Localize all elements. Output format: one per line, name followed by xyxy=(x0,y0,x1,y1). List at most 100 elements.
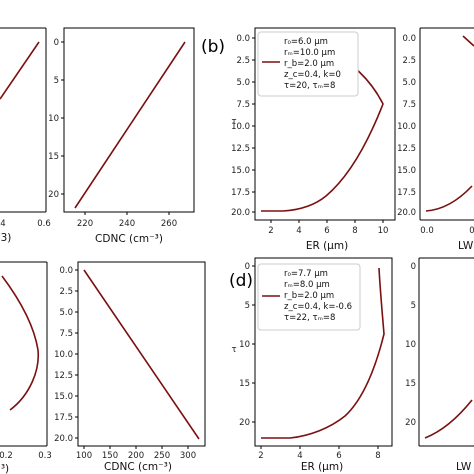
panel-a-cdnc: 0 5 10 15 20 220 240 260 CDNC (cm⁻³) xyxy=(48,27,195,245)
x-axis-label: ER (μm) xyxy=(306,240,348,252)
x-axis-label: ER (μm) xyxy=(301,461,343,473)
plot-frame xyxy=(63,27,195,213)
panel-b-lwc-partial: 0.0 2.5 5.0 7.5 10.0 12.5 15.0 17.5 20.0… xyxy=(397,27,474,252)
legend-entry: r₀=7.7 μm xyxy=(284,269,328,279)
x-axis-label-fragment: LW xyxy=(458,240,474,252)
series-line xyxy=(1,275,40,411)
y-tick-label: 0 xyxy=(54,38,59,48)
x-tick-label: 6 xyxy=(324,226,329,236)
legend-box xyxy=(257,31,359,97)
y-tick-label: 5 xyxy=(54,76,59,86)
x-tick-label: 10 xyxy=(378,226,389,236)
legend-entry: r_b=2.0 μm xyxy=(284,291,334,301)
y-tick-label: 7.5 xyxy=(59,329,73,339)
y-tick-label: 0 xyxy=(411,262,416,272)
series-line xyxy=(0,41,40,100)
y-tick-label: 20.0 xyxy=(231,208,250,218)
x-axis-label-fragment: 3) xyxy=(1,232,12,244)
x-tick-label: 8 xyxy=(352,226,357,236)
y-tick-label: 10.0 xyxy=(54,350,73,360)
y-axis-label: τ xyxy=(231,345,236,355)
y-tick-label: 17.5 xyxy=(231,188,250,198)
x-axis-label: CDNC (cm⁻³) xyxy=(95,233,163,245)
y-tick-label: 15.0 xyxy=(397,166,416,176)
panel-d-lwc-partial: 0 5 10 15 20 LW xyxy=(405,257,474,473)
x-tick-label: 4 xyxy=(0,219,5,229)
panel-label-d: (d) xyxy=(229,271,253,291)
x-tick-label: 220 xyxy=(77,219,93,229)
y-tick-label: 12.5 xyxy=(231,144,250,154)
x-tick-label: 0.6 xyxy=(37,219,51,229)
y-tick-label: 0.0 xyxy=(236,34,250,44)
legend: r₀=6.0 μm rₘ=10.0 μm r_b=2.0 μm z_c=0.4,… xyxy=(257,31,359,97)
legend-entry: r_b=2.0 μm xyxy=(284,59,334,69)
legend-entry: rₘ=8.0 μm xyxy=(284,280,330,290)
y-tick-label: 10 xyxy=(239,340,250,350)
x-tick-label: 2 xyxy=(258,451,263,461)
x-tick-label: 8 xyxy=(375,451,380,461)
y-tick-label: 5 xyxy=(245,301,250,311)
y-tick-label: 2.5 xyxy=(402,56,416,66)
x-axis-label-fragment: ³) xyxy=(1,463,9,474)
legend-entry: τ=22, τₘ=8 xyxy=(284,313,335,323)
legend-entry: r₀=6.0 μm xyxy=(284,37,328,47)
y-tick-label: 20 xyxy=(239,418,250,428)
panel-d-er: τ 0 5 10 15 20 2 4 6 8 r₀=7.7 μm rₘ=8.0 … xyxy=(231,257,393,473)
series-line xyxy=(74,41,186,209)
x-tick-label: 6 xyxy=(336,451,341,461)
y-tick-label: 12.5 xyxy=(397,144,416,154)
series-line xyxy=(83,269,200,440)
x-tick-label: 0 xyxy=(469,226,474,236)
y-tick-label: 10.0 xyxy=(231,122,250,132)
panel-a-left-partial: 4 0.6 3) xyxy=(0,27,51,244)
x-tick-label: 200 xyxy=(128,451,144,461)
x-tick-label: 240 xyxy=(119,219,135,229)
panel-label-b: (b) xyxy=(201,37,225,57)
y-tick-label: 7.5 xyxy=(402,100,416,110)
panel-c-left-partial: 0.2 0.3 ³) xyxy=(0,261,52,474)
y-tick-label: 15 xyxy=(48,152,59,162)
plot-frame xyxy=(254,27,396,221)
y-tick-label: 5.0 xyxy=(59,308,73,318)
y-tick-label: 10 xyxy=(405,340,416,350)
y-tick-label: 5 xyxy=(411,301,416,311)
x-tick-label: 250 xyxy=(154,451,170,461)
x-tick-label: 0.2 xyxy=(0,451,13,461)
y-tick-label: 17.5 xyxy=(54,413,73,423)
y-tick-label: 12.5 xyxy=(54,371,73,381)
y-tick-label: 2.5 xyxy=(236,56,250,66)
x-tick-label: 260 xyxy=(161,219,177,229)
x-tick-label: 0.3 xyxy=(38,451,52,461)
legend-entry: τ=20, τₘ=8 xyxy=(284,81,335,91)
y-tick-label: 5.0 xyxy=(236,78,250,88)
legend-entry: z_c=0.4, k=0 xyxy=(284,70,341,80)
x-tick-label: 4 xyxy=(297,451,302,461)
y-tick-label: 0.0 xyxy=(59,266,73,276)
x-tick-label: 100 xyxy=(76,451,92,461)
series-line xyxy=(261,267,385,439)
y-tick-label: 10 xyxy=(48,114,59,124)
y-tick-label: 20.0 xyxy=(397,208,416,218)
y-tick-label: 20 xyxy=(405,418,416,428)
y-tick-label: 15.0 xyxy=(54,392,73,402)
series-line xyxy=(425,185,473,212)
y-tick-label: 15 xyxy=(405,379,416,389)
panel-c-cdnc: 0.0 2.5 5.0 7.5 10.0 12.5 15.0 17.5 20.0… xyxy=(54,261,206,473)
plot-frame xyxy=(254,257,393,447)
y-tick-label: 20.0 xyxy=(54,434,73,444)
legend-entry: rₘ=10.0 μm xyxy=(284,48,335,58)
y-tick-label: 2.5 xyxy=(59,287,73,297)
y-tick-label: 17.5 xyxy=(397,188,416,198)
legend-box xyxy=(257,263,361,331)
y-tick-label: 10.0 xyxy=(397,122,416,132)
y-tick-label: 0 xyxy=(245,262,250,272)
y-axis-label: τ xyxy=(231,117,236,127)
series-line xyxy=(424,399,473,439)
x-tick-label: 0.0 xyxy=(420,226,434,236)
y-tick-label: 7.5 xyxy=(236,100,250,110)
x-tick-label: 300 xyxy=(180,451,196,461)
y-tick-label: 15 xyxy=(239,379,250,389)
legend: r₀=7.7 μm rₘ=8.0 μm r_b=2.0 μm z_c=0.4, … xyxy=(257,263,361,331)
panel-b-er: τ 0.0 2.5 5.0 7.5 10.0 12.5 15.0 17.5 20… xyxy=(231,27,396,252)
